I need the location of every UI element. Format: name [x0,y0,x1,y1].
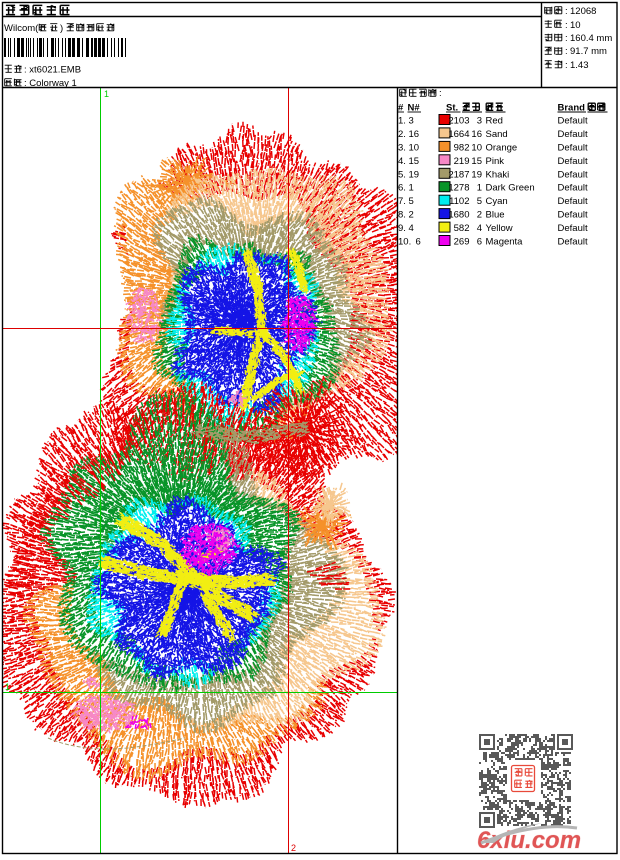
svg-text:6: 6 [477,237,482,248]
svg-text:2187: 2187 [448,169,469,180]
svg-text:N#: N# [408,103,421,114]
svg-text:6: 6 [416,237,421,248]
svg-text:10: 10 [471,142,482,153]
svg-text:3: 3 [477,116,482,127]
svg-text:Brand: Brand [558,103,586,114]
svg-text::: : [565,6,568,17]
svg-text:Dark Green: Dark Green [486,183,535,194]
svg-text:1: 1 [104,89,109,99]
svg-text:St.: St. [446,103,458,114]
svg-text:Default: Default [558,129,588,140]
svg-text:15: 15 [409,156,420,167]
svg-text:4: 4 [477,223,482,234]
svg-text:2103: 2103 [448,116,469,127]
svg-text::: : [565,46,568,57]
svg-text:6.: 6. [398,183,406,194]
svg-text:219: 219 [454,156,470,167]
svg-text:: xt6021.EMB: : xt6021.EMB [24,65,81,76]
svg-text:19: 19 [409,169,420,180]
svg-text:Default: Default [558,196,588,207]
svg-text:19: 19 [471,169,482,180]
svg-text:4: 4 [409,223,414,234]
svg-text:Default: Default [558,156,588,167]
svg-text:Yellow: Yellow [486,223,513,234]
svg-text:3.: 3. [398,142,406,153]
svg-text::: : [565,33,568,44]
svg-text:12068: 12068 [570,6,596,17]
svg-text:Wilcom(: Wilcom( [4,23,39,34]
svg-text:582: 582 [454,223,470,234]
svg-text:Blue: Blue [486,210,505,221]
svg-text:Sand: Sand [486,129,508,140]
svg-text::: : [439,88,442,99]
svg-text:1664: 1664 [448,129,469,140]
svg-text:5.: 5. [398,169,406,180]
svg-text:2: 2 [477,210,482,221]
svg-text:2: 2 [291,843,296,853]
svg-text:9.: 9. [398,223,406,234]
svg-text:#: # [398,103,404,114]
svg-text:10.: 10. [398,237,411,248]
svg-text:3: 3 [409,116,414,127]
svg-text::: : [565,60,568,71]
svg-text:5: 5 [409,196,414,207]
svg-text:Default: Default [558,237,588,248]
svg-text:Khaki: Khaki [486,169,510,180]
svg-text:Magenta: Magenta [486,237,524,248]
svg-text:: Colorway 1: : Colorway 1 [24,78,77,89]
svg-text:1: 1 [5,682,10,692]
svg-text:5: 5 [477,196,482,207]
svg-text::: : [565,20,568,31]
svg-text:269: 269 [454,237,470,248]
svg-text:91.7 mm: 91.7 mm [570,46,607,57]
svg-text:8.: 8. [398,210,406,221]
svg-text:): ) [60,23,63,34]
svg-text:1: 1 [477,183,482,194]
svg-text:2: 2 [389,318,394,328]
svg-text:10: 10 [570,20,581,31]
svg-text:1.43: 1.43 [570,60,589,71]
svg-text:982: 982 [454,142,470,153]
svg-text:Orange: Orange [486,142,518,153]
svg-text:1102: 1102 [449,196,469,207]
svg-text:2.: 2. [398,129,406,140]
svg-text:16: 16 [471,129,482,140]
svg-text:1680: 1680 [448,210,469,221]
svg-text:1: 1 [409,183,414,194]
svg-text:Default: Default [558,116,588,127]
svg-text:Pink: Pink [486,156,505,167]
svg-text:1278: 1278 [448,183,469,194]
svg-text:Default: Default [558,183,588,194]
svg-text:Red: Red [486,116,503,127]
svg-text:4.: 4. [398,156,406,167]
svg-text:16: 16 [409,129,420,140]
svg-text:15: 15 [471,156,482,167]
svg-text:2: 2 [409,210,414,221]
svg-text:160.4 mm: 160.4 mm [570,33,612,44]
svg-text:Default: Default [558,142,588,153]
svg-text:Default: Default [558,210,588,221]
svg-text:Default: Default [558,223,588,234]
svg-text:Cyan: Cyan [486,196,508,207]
svg-text:1.: 1. [398,116,406,127]
svg-text:Default: Default [558,169,588,180]
svg-text:10: 10 [409,142,420,153]
svg-text:7.: 7. [398,196,406,207]
